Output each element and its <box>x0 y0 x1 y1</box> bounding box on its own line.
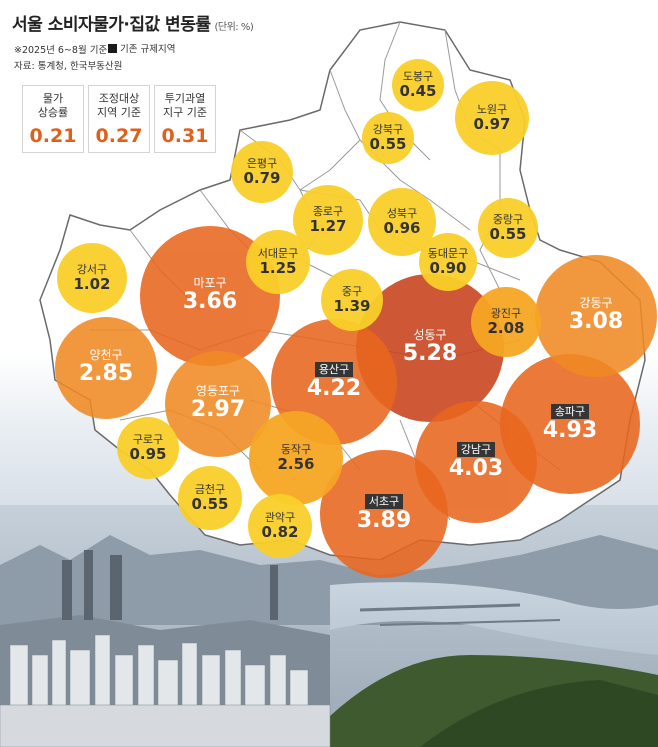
district-bubble: 양천구 2.85 <box>55 317 157 419</box>
district-value: 0.79 <box>243 169 281 188</box>
district-value: 1.02 <box>73 275 111 294</box>
summary-box-adjusted-area: 조정대상 지역 기준 0.27 <box>88 85 150 153</box>
district-bubble: 노원구 0.97 <box>455 81 529 155</box>
district-name: 성동구 <box>413 328 447 343</box>
district-name: 종로구 <box>312 205 344 219</box>
district-bubble: 동작구 2.56 <box>249 411 343 505</box>
summary-label: 조정대상 지역 기준 <box>97 92 141 119</box>
unit-label: (단위: %) <box>214 22 254 33</box>
district-bubble: 용산구 4.22 <box>271 319 397 445</box>
district-name: 서초구 <box>364 494 404 510</box>
district-name: 동작구 <box>280 443 312 457</box>
legend-regulated-swatch <box>108 43 117 53</box>
district-value: 0.55 <box>369 135 407 154</box>
district-name: 송파구 <box>550 404 590 420</box>
district-name: 영등포구 <box>195 384 241 399</box>
district-value: 1.27 <box>309 217 347 236</box>
district-bubble: 동대문구 0.90 <box>419 233 477 291</box>
district-name: 관악구 <box>264 511 296 525</box>
city-photo <box>0 505 658 747</box>
district-name: 양천구 <box>89 348 123 363</box>
district-value: 3.08 <box>568 309 624 335</box>
district-value: 2.97 <box>190 397 246 423</box>
district-bubble: 강북구 0.55 <box>362 112 414 164</box>
district-value: 0.97 <box>473 115 511 134</box>
district-name: 중구 <box>341 285 363 299</box>
district-bubble: 성북구 0.96 <box>368 188 436 256</box>
district-name: 금천구 <box>194 483 226 497</box>
district-value: 0.90 <box>429 259 467 278</box>
district-bubble: 도봉구 0.45 <box>392 59 444 111</box>
title-text: 서울 소비자물가·집값 변동률 <box>12 15 211 35</box>
summary-value: 0.21 <box>29 125 77 147</box>
chart-title: 서울 소비자물가·집값 변동률 (단위: %) <box>12 10 254 35</box>
district-name: 마포구 <box>193 276 227 291</box>
district-name: 도봉구 <box>402 70 434 84</box>
district-bubble: 강서구 1.02 <box>57 243 127 313</box>
district-value: 2.85 <box>78 361 134 387</box>
district-value: 0.55 <box>489 225 527 244</box>
district-value: 0.96 <box>383 219 421 238</box>
legend-label: 기존 규제지역 <box>120 44 176 55</box>
summary-value: 0.27 <box>95 125 143 147</box>
district-bubble: 강동구 3.08 <box>535 255 657 377</box>
district-value: 2.08 <box>487 319 525 338</box>
summary-box-speculation-zone: 투기과열 지구 기준 0.31 <box>154 85 216 153</box>
district-value: 0.45 <box>399 82 437 101</box>
district-value: 2.56 <box>277 455 315 474</box>
district-bubble: 강남구 4.03 <box>415 401 537 523</box>
district-value: 5.28 <box>402 341 458 367</box>
summary-value: 0.31 <box>161 125 209 147</box>
district-value: 0.95 <box>129 445 167 464</box>
district-name: 서대문구 <box>257 247 299 261</box>
district-value: 3.89 <box>356 508 412 534</box>
district-name: 동대문구 <box>427 247 469 261</box>
district-name: 광진구 <box>490 307 522 321</box>
district-bubble: 금천구 0.55 <box>178 466 242 530</box>
period-note: ※2025년 6~8월 기준 <box>14 45 108 56</box>
source-note: 자료: 통계청, 한국부동산원 <box>14 61 123 72</box>
summary-label: 투기과열 지구 기준 <box>163 92 207 119</box>
district-value: 4.22 <box>306 376 362 402</box>
district-name: 강서구 <box>76 263 108 277</box>
district-name: 노원구 <box>476 103 508 117</box>
district-bubble: 광진구 2.08 <box>471 287 541 357</box>
district-bubble: 구로구 0.95 <box>117 417 179 479</box>
district-name: 은평구 <box>246 157 278 171</box>
district-bubble: 중구 1.39 <box>321 269 383 331</box>
summary-box-cpi: 물가 상승률 0.21 <box>22 85 84 153</box>
legend: 기존 규제지역 <box>108 41 175 55</box>
district-name: 성북구 <box>386 207 418 221</box>
summary-label: 물가 상승률 <box>37 92 69 119</box>
district-bubble: 관악구 0.82 <box>248 494 312 558</box>
district-value: 0.55 <box>191 495 229 514</box>
district-bubble: 중랑구 0.55 <box>478 198 538 258</box>
district-bubble: 서대문구 1.25 <box>246 230 310 294</box>
district-name: 용산구 <box>314 362 354 378</box>
district-value: 1.25 <box>259 259 297 278</box>
district-name: 강동구 <box>579 296 613 311</box>
district-value: 1.39 <box>333 297 371 316</box>
district-value: 3.66 <box>182 289 238 315</box>
district-value: 0.82 <box>261 523 299 542</box>
district-name: 구로구 <box>132 433 164 447</box>
district-value: 4.93 <box>542 418 598 444</box>
district-name: 강북구 <box>372 123 404 137</box>
district-bubble: 은평구 0.79 <box>231 141 293 203</box>
district-name: 중랑구 <box>492 213 524 227</box>
district-name: 강남구 <box>456 442 496 458</box>
district-value: 4.03 <box>448 456 504 482</box>
